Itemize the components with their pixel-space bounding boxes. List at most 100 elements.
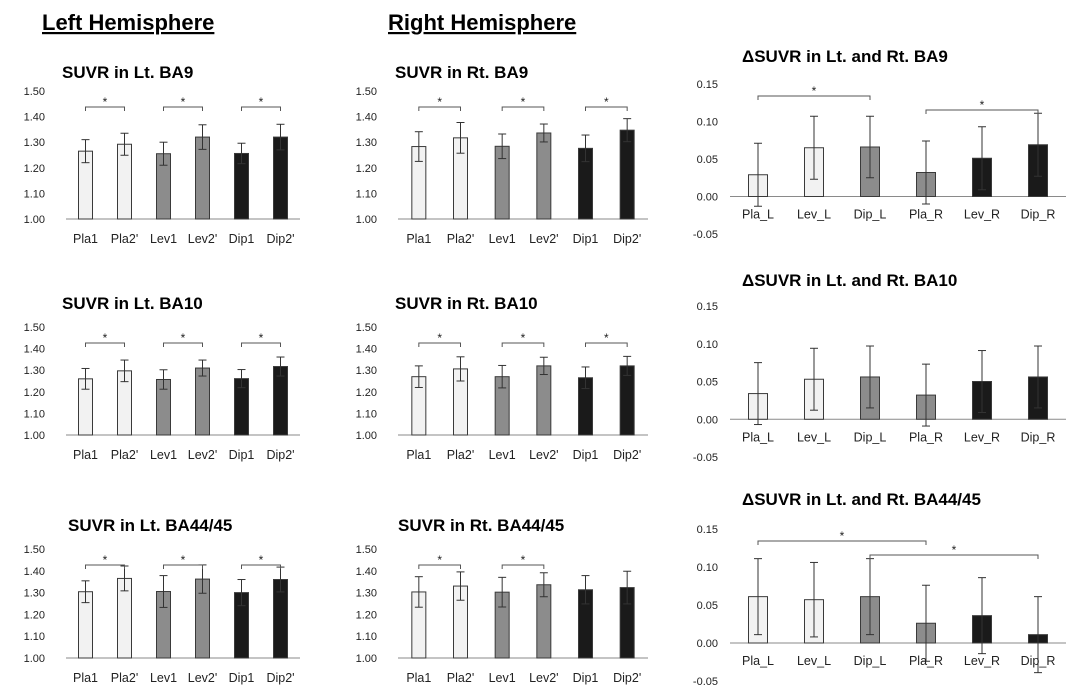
significance-marker: * (437, 553, 442, 567)
significance-bracket (501, 342, 545, 347)
category-label: Pla_L (742, 654, 774, 668)
category-label: Lev1 (489, 671, 516, 685)
category-label: Dip1 (573, 448, 599, 462)
significance-bracket (418, 106, 461, 111)
y-tick-label: 1.00 (24, 430, 45, 442)
charts-group: SUVR in Lt. BA9 1.00 1.10 1.20 1.30 1.40 1.50 P… (24, 47, 1066, 688)
chart-title: SUVR in Lt. BA10 (62, 294, 203, 313)
significance-bracket (163, 106, 203, 111)
y-tick-label: 1.20 (356, 387, 377, 399)
bar-Lev2' (195, 367, 210, 436)
significance-bracket (418, 564, 461, 569)
category-label: Dip_L (854, 430, 887, 444)
significance-bracket (241, 106, 281, 111)
chart-title: SUVR in Rt. BA9 (395, 63, 528, 82)
category-label: Dip2' (613, 448, 641, 462)
y-tick-label: 1.30 (24, 588, 45, 600)
chart-panel-6: ΔSUVR in Lt. and Rt. BA10 -0.05 0.00 0.05 0.… (693, 271, 1066, 464)
significance-marker: * (181, 331, 186, 345)
chart-title: ΔSUVR in Lt. and Rt. BA44/45 (742, 490, 981, 509)
category-label: Pla_L (742, 208, 774, 222)
category-label: Dip1 (573, 232, 599, 246)
y-tick-label: 1.10 (24, 408, 45, 420)
significance-marker: * (604, 331, 609, 345)
y-tick-label: 0.05 (697, 600, 718, 612)
category-label: Lev_L (797, 208, 831, 222)
significance-bracket (925, 109, 1039, 114)
category-label: Lev_L (797, 430, 831, 444)
category-label: Lev1 (150, 671, 177, 685)
category-label: Dip2' (613, 232, 641, 246)
y-tick-label: 1.30 (356, 365, 377, 377)
significance-marker: * (181, 95, 186, 109)
significance-marker: * (980, 98, 985, 112)
significance-marker: * (103, 553, 108, 567)
y-tick-label: -0.05 (693, 452, 718, 464)
significance-marker: * (259, 331, 264, 345)
chart-panel-7: SUVR in Lt. BA44/45 1.00 1.10 1.20 1.30 1.40 1… (24, 516, 300, 685)
y-tick-label: 0.00 (697, 414, 718, 426)
category-label: Pla1 (406, 232, 431, 246)
y-tick-label: 0.00 (697, 638, 718, 650)
category-label: Pla2' (447, 448, 474, 462)
significance-bracket (85, 106, 125, 111)
category-label: Lev2' (188, 448, 218, 462)
significance-marker: * (521, 553, 526, 567)
y-tick-label: 0.10 (697, 562, 718, 574)
significance-marker: * (952, 543, 957, 557)
category-label: Lev_R (964, 430, 1000, 444)
y-tick-label: 1.20 (356, 163, 377, 175)
y-tick-label: 1.20 (24, 609, 45, 621)
bar-Lev2' (536, 132, 552, 220)
y-tick-label: 1.50 (24, 544, 45, 556)
category-label: Dip1 (229, 448, 255, 462)
significance-bracket (241, 342, 281, 347)
category-label: Pla_R (909, 654, 943, 668)
significance-bracket (869, 554, 1039, 559)
category-label: Lev_L (797, 654, 831, 668)
y-tick-label: 1.50 (24, 86, 45, 98)
y-tick-label: 1.40 (356, 112, 377, 124)
significance-bracket (501, 106, 545, 111)
significance-bracket (163, 342, 203, 347)
category-label: Dip1 (229, 671, 255, 685)
category-label: Lev1 (489, 232, 516, 246)
y-tick-label: 1.00 (356, 214, 377, 226)
significance-marker: * (604, 95, 609, 109)
significance-bracket (163, 564, 203, 569)
y-tick-label: 1.00 (24, 653, 45, 665)
category-label: Dip1 (573, 671, 599, 685)
category-label: Lev2' (529, 671, 559, 685)
y-tick-label: 1.10 (24, 631, 45, 643)
significance-marker: * (103, 331, 108, 345)
chart-panel-3: ΔSUVR in Lt. and Rt. BA9 -0.05 0.00 0.05 0.1… (693, 47, 1066, 241)
y-tick-label: 1.50 (356, 322, 377, 334)
bar-Lev2' (536, 365, 552, 436)
category-label: Dip2' (266, 448, 294, 462)
bar-Dip2' (619, 365, 635, 436)
significance-bracket (501, 564, 545, 569)
y-tick-label: 1.50 (24, 322, 45, 334)
category-label: Lev2' (188, 671, 218, 685)
significance-marker: * (437, 95, 442, 109)
y-tick-label: 1.40 (24, 566, 45, 578)
bar-Dip2' (273, 366, 288, 436)
category-label: Pla1 (73, 671, 98, 685)
y-tick-label: 0.10 (697, 117, 718, 129)
chart-panel-1: SUVR in Lt. BA9 1.00 1.10 1.20 1.30 1.40 1.50 P… (24, 63, 300, 246)
y-tick-label: 0.10 (697, 339, 718, 351)
y-tick-label: 1.20 (24, 163, 45, 175)
y-tick-label: 1.40 (24, 112, 45, 124)
significance-bracket (418, 342, 461, 347)
chart-title: SUVR in Rt. BA44/45 (398, 516, 564, 535)
category-label: Lev1 (150, 448, 177, 462)
category-label: Lev2' (188, 232, 218, 246)
y-tick-label: 0.15 (697, 301, 718, 313)
category-label: Lev_R (964, 654, 1000, 668)
significance-marker: * (259, 553, 264, 567)
category-label: Dip_L (854, 208, 887, 222)
category-label: Pla1 (406, 671, 431, 685)
category-label: Pla2' (111, 671, 138, 685)
significance-marker: * (840, 529, 845, 543)
